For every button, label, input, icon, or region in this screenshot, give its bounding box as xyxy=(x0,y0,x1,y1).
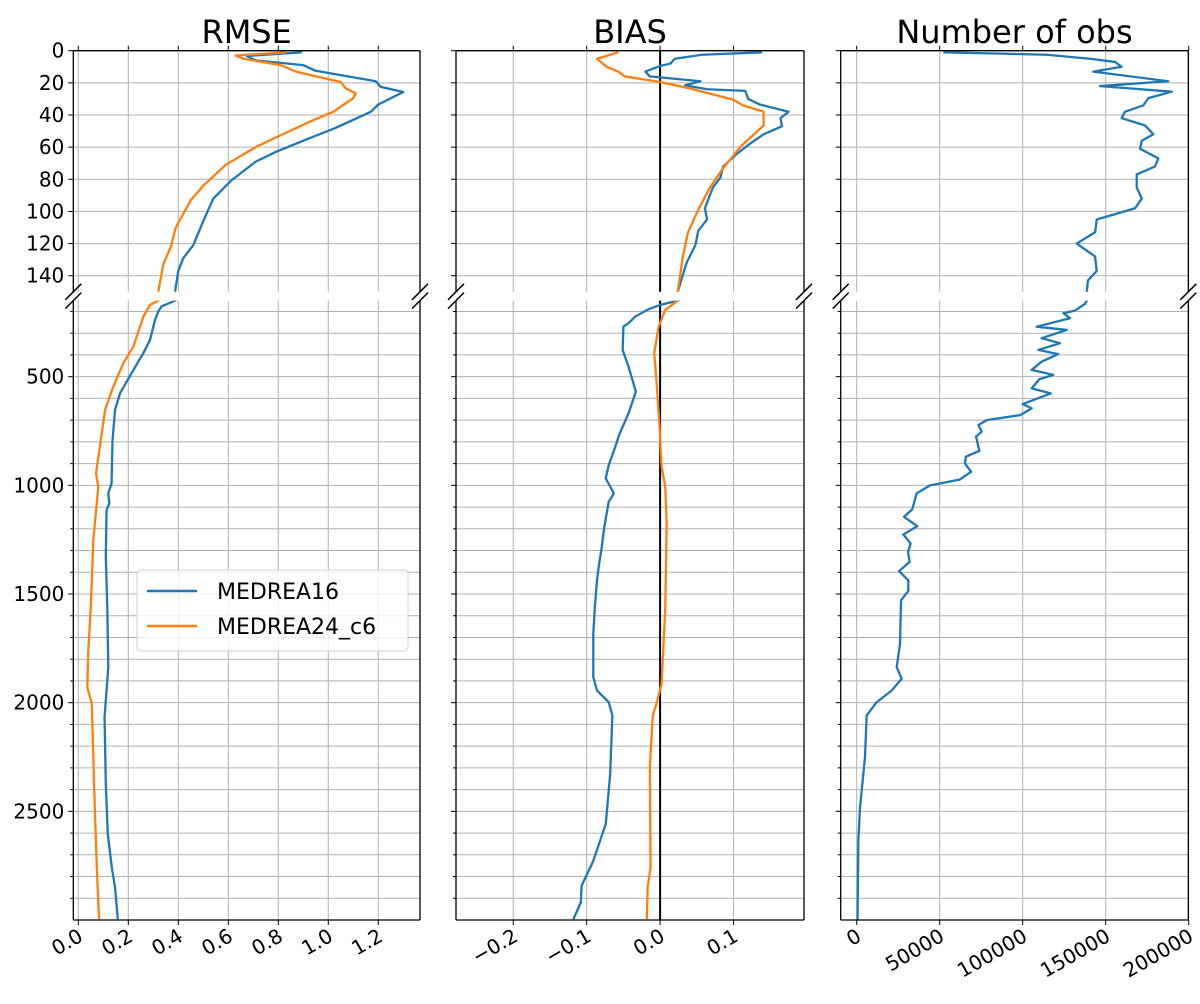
series-line-MEDREA16 xyxy=(572,300,681,920)
series-line-MEDREA16 xyxy=(943,51,1173,292)
legend-box xyxy=(136,569,409,652)
x-tick-label: 0.2 xyxy=(97,924,137,961)
y-tick-label: 0 xyxy=(52,39,65,63)
panel-1: −0.2 −0.1 0.0 0.1 BIAS xyxy=(447,13,813,969)
panel-0: 0.0 0.2 0.4 0.6 0.8 1.0 1.2 0 20 40 60 80 100 120 140 5… xyxy=(13,13,429,961)
series-line-MEDREA24_c6 xyxy=(86,300,161,920)
panel-2: 0 50000 100000 150000 200000 Number of obs xyxy=(832,13,1197,983)
y-tick-label: 120 xyxy=(26,232,64,256)
series-line-MEDREA16 xyxy=(856,300,1089,921)
axis-break-mark xyxy=(1179,283,1197,301)
series-line-MEDREA16 xyxy=(173,51,405,292)
series-line-MEDREA16 xyxy=(103,300,177,920)
axis-break-mark xyxy=(832,283,850,301)
axis-break-mark xyxy=(64,292,82,310)
axis-break-mark xyxy=(447,292,465,310)
x-tick-label: 1.2 xyxy=(347,924,387,961)
series-line-MEDREA24_c6 xyxy=(645,300,679,920)
panel-title: RMSE xyxy=(201,13,291,51)
x-tick-label: 0.6 xyxy=(197,924,237,961)
x-tick-label: −0.2 xyxy=(468,924,522,969)
x-tick-label: 0.4 xyxy=(147,924,187,961)
axis-break-mark xyxy=(795,283,813,301)
panel-title: Number of obs xyxy=(896,13,1132,51)
y-tick-label: 140 xyxy=(26,264,64,288)
x-tick-label: 100000 xyxy=(953,924,1031,983)
legend: MEDREA16 MEDREA24_c6 xyxy=(136,569,409,652)
panel-title: BIAS xyxy=(593,13,667,51)
axis-break-mark xyxy=(411,283,429,301)
series-line-MEDREA24_c6 xyxy=(595,51,765,292)
x-tick-label: 150000 xyxy=(1036,924,1114,983)
y-tick-label: 60 xyxy=(39,135,64,159)
y-tick-label: 40 xyxy=(39,103,64,127)
axis-break-mark xyxy=(1179,292,1197,310)
axis-break-mark xyxy=(832,292,850,310)
legend-label: MEDREA24_c6 xyxy=(217,615,376,640)
axis-break-mark xyxy=(447,283,465,301)
x-tick-label: 50000 xyxy=(881,924,948,977)
y-tick-label: 100 xyxy=(26,199,64,223)
x-tick-label: 0.1 xyxy=(702,924,742,961)
x-tick-label: 0.0 xyxy=(47,924,87,961)
x-tick-label: 200000 xyxy=(1119,924,1197,983)
y-tick-label: 500 xyxy=(26,365,64,389)
y-tick-label: 2500 xyxy=(13,799,64,823)
series-line-MEDREA16 xyxy=(644,51,790,292)
y-tick-label: 80 xyxy=(39,167,64,191)
y-tick-label: 2000 xyxy=(13,691,64,715)
y-tick-label: 20 xyxy=(39,71,64,95)
y-tick-label: 1500 xyxy=(13,582,64,606)
axis-break-mark xyxy=(411,292,429,310)
x-tick-label: 0.0 xyxy=(629,924,669,961)
axis-break-mark xyxy=(64,283,82,301)
x-tick-label: 0 xyxy=(842,924,865,951)
x-tick-label: −0.1 xyxy=(541,924,595,969)
axis-break-mark xyxy=(795,292,813,310)
x-tick-label: 1.0 xyxy=(297,924,337,961)
series-line-MEDREA24_c6 xyxy=(157,51,357,292)
legend-label: MEDREA16 xyxy=(217,580,339,605)
x-tick-label: 0.8 xyxy=(247,924,287,961)
y-tick-label: 1000 xyxy=(13,473,64,497)
